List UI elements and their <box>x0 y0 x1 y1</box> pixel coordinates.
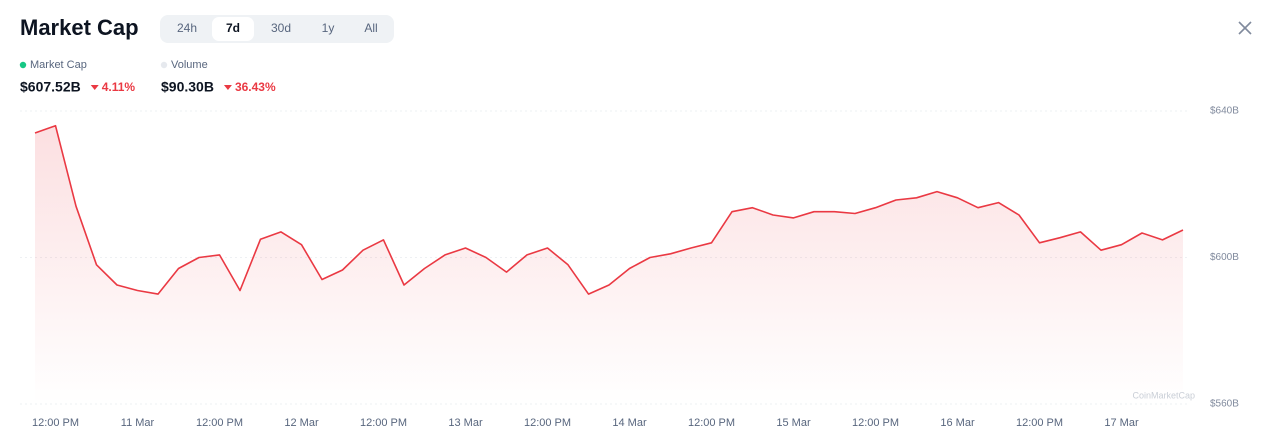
x-tick-label: 12:00 PM <box>1016 417 1063 429</box>
close-button[interactable] <box>1238 21 1252 35</box>
x-tick-label: 14 Mar <box>612 417 647 429</box>
x-tick-label: 12:00 PM <box>852 417 899 429</box>
tabs: 24h 7d 30d 1y All <box>177 17 378 41</box>
y-tick-label: $640B <box>1210 106 1239 117</box>
stat-change: 36.43% <box>235 80 276 94</box>
legend-dot <box>160 61 168 69</box>
y-tick-label: $560B <box>1210 399 1239 410</box>
down-arrow <box>223 85 232 90</box>
area <box>35 125 1183 404</box>
y-tick-label: $600B <box>1210 252 1239 263</box>
x-tick-label: 12:00 PM <box>196 417 243 429</box>
tab[interactable]: 30d <box>271 21 291 35</box>
x-tick-label: 15 Mar <box>776 417 811 429</box>
tab[interactable]: 1y <box>322 21 335 35</box>
x-tick-label: 12:00 PM <box>32 417 79 429</box>
chart: $560B $600B $640B 12:00 PM 11 Mar 12:00 PM 12 … <box>20 106 1239 429</box>
legend-label: Volume <box>171 59 208 71</box>
stats: Market Cap $607.52B 4.11% Volume $90.30B 36.4… <box>19 59 276 95</box>
x-tick-label: 11 Mar <box>121 417 155 429</box>
legend-label: Market Cap <box>30 59 87 71</box>
x-tick-label: 16 Mar <box>940 417 975 429</box>
x-tick-label: 12 Mar <box>284 417 319 429</box>
stat-value: $607.52B <box>20 79 81 95</box>
x-tick-label: 12:00 PM <box>688 417 735 429</box>
x-tick-label: 12:00 PM <box>524 417 571 429</box>
stat-value: $90.30B <box>161 79 214 95</box>
x-tick-label: 17 Mar <box>1104 417 1139 429</box>
tab[interactable]: 7d <box>226 21 240 35</box>
active-tab-bg <box>212 17 254 41</box>
tab[interactable]: All <box>364 21 377 35</box>
legend-dot <box>19 61 27 69</box>
watermark: CoinMarketCap <box>1132 390 1195 400</box>
x-tick-label: 13 Mar <box>448 417 483 429</box>
stat-change: 4.11% <box>102 80 136 94</box>
down-arrow <box>90 85 99 90</box>
title: Market Cap <box>20 15 139 40</box>
line <box>34 124 1184 295</box>
tab[interactable]: 24h <box>177 21 197 35</box>
x-tick-label: 12:00 PM <box>360 417 407 429</box>
